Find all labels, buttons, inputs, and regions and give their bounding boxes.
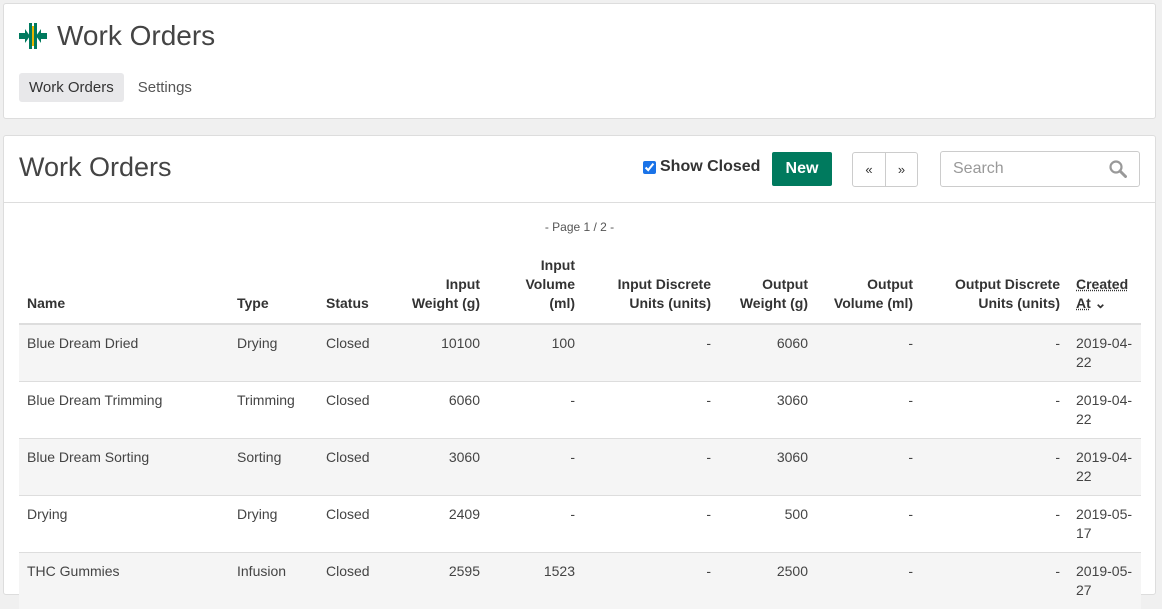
table-cell: Sorting [229, 439, 318, 496]
column-header-label: Input Discrete Units (units) [618, 276, 711, 311]
table-cell: - [488, 496, 583, 553]
table-cell: 6060 [719, 324, 816, 382]
table-cell: - [921, 496, 1068, 553]
column-header[interactable]: Created At ⌄ [1068, 250, 1141, 324]
table-cell: - [583, 553, 719, 609]
table-cell: 2500 [719, 553, 816, 609]
logo-icon [19, 22, 47, 50]
work-orders-panel: Work Orders Show Closed New « » Search -… [3, 135, 1156, 595]
table-cell: - [816, 439, 921, 496]
column-header-label: Input Volume (ml) [525, 257, 575, 311]
show-closed-toggle[interactable]: Show Closed [643, 158, 760, 176]
column-header-label: Name [27, 295, 65, 311]
table-cell: - [583, 324, 719, 382]
column-header-label: Output Weight (g) [740, 276, 808, 311]
table-cell: 100 [488, 324, 583, 382]
table-cell: Drying [229, 324, 318, 382]
table-cell: Blue Dream Trimming [19, 382, 229, 439]
column-header: Status [318, 250, 388, 324]
app-title-text: Work Orders [57, 20, 215, 52]
table-cell: 1523 [488, 553, 583, 609]
table-row[interactable]: DryingDryingClosed2409--500--2019-05-17 [19, 496, 1141, 553]
table-cell: Infusion [229, 553, 318, 609]
table-cell: 2019-04-22 [1068, 382, 1141, 439]
table-cell: 6060 [388, 382, 488, 439]
column-header-label: Output Discrete Units (units) [955, 276, 1060, 311]
page-info: - Page 1 / 2 - [4, 220, 1155, 234]
table-cell: Closed [318, 496, 388, 553]
search-placeholder: Search [953, 160, 1004, 178]
table-cell: 2019-04-22 [1068, 439, 1141, 496]
table-cell: 500 [719, 496, 816, 553]
nav-settings[interactable]: Settings [128, 73, 202, 102]
table-cell: 2019-05-17 [1068, 496, 1141, 553]
column-header-label: Status [326, 295, 369, 311]
column-header: Input Discrete Units (units) [583, 250, 719, 324]
table-row[interactable]: Blue Dream SortingSortingClosed3060--306… [19, 439, 1141, 496]
table-cell: 2595 [388, 553, 488, 609]
table-row[interactable]: Blue Dream DriedDryingClosed10100100-606… [19, 324, 1141, 382]
search-icon[interactable] [1109, 160, 1127, 178]
table-cell: 3060 [388, 439, 488, 496]
table-cell: Blue Dream Sorting [19, 439, 229, 496]
nav-work-orders[interactable]: Work Orders [19, 73, 124, 102]
table-cell: 3060 [719, 382, 816, 439]
table-cell: - [921, 439, 1068, 496]
show-closed-checkbox[interactable] [643, 161, 656, 174]
column-header-label: Output Volume (ml) [834, 276, 913, 311]
table-cell: Trimming [229, 382, 318, 439]
table-cell: - [816, 496, 921, 553]
column-header-label: Input Weight (g) [412, 276, 480, 311]
app-title: Work Orders [19, 20, 215, 52]
table-row[interactable]: Blue Dream TrimmingTrimmingClosed6060--3… [19, 382, 1141, 439]
column-header: Input Weight (g) [388, 250, 488, 324]
column-header: Type [229, 250, 318, 324]
table-cell: - [583, 496, 719, 553]
table-cell: Blue Dream Dried [19, 324, 229, 382]
search-input[interactable]: Search [940, 151, 1140, 187]
table-cell: Drying [19, 496, 229, 553]
column-header-label: Type [237, 295, 269, 311]
column-header: Input Volume (ml) [488, 250, 583, 324]
page-title: Work Orders [19, 152, 172, 183]
app-header: Work Orders Work Orders Settings [3, 3, 1156, 119]
table-cell: 2019-05-27 [1068, 553, 1141, 609]
table-cell: - [583, 382, 719, 439]
table-cell: Closed [318, 553, 388, 609]
table-cell: Closed [318, 382, 388, 439]
pagination: « » [852, 152, 918, 187]
table-cell: - [583, 439, 719, 496]
table-cell: - [921, 553, 1068, 609]
table-cell: THC Gummies [19, 553, 229, 609]
table-cell: - [816, 324, 921, 382]
table-cell: - [921, 324, 1068, 382]
new-button[interactable]: New [772, 152, 832, 186]
table-cell: Closed [318, 324, 388, 382]
column-header: Name [19, 250, 229, 324]
table-cell: 2409 [388, 496, 488, 553]
table-row[interactable]: THC GummiesInfusionClosed25951523-2500--… [19, 553, 1141, 609]
table-cell: 10100 [388, 324, 488, 382]
table-cell: - [816, 553, 921, 609]
table-cell: - [921, 382, 1068, 439]
table-cell: - [488, 439, 583, 496]
column-header: Output Volume (ml) [816, 250, 921, 324]
work-orders-table: Name Type Status Input Weight (g) Input Volu… [19, 250, 1141, 609]
table-cell: - [488, 382, 583, 439]
table-cell: 2019-04-22 [1068, 324, 1141, 382]
table-cell: - [816, 382, 921, 439]
next-page-button[interactable]: » [885, 153, 917, 186]
table-cell: Drying [229, 496, 318, 553]
column-header: Output Weight (g) [719, 250, 816, 324]
table-cell: Closed [318, 439, 388, 496]
sort-chevron-down-icon[interactable]: ⌄ [1091, 295, 1107, 311]
prev-page-button[interactable]: « [853, 153, 885, 186]
column-header: Output Discrete Units (units) [921, 250, 1068, 324]
show-closed-label: Show Closed [660, 158, 760, 176]
table-cell: 3060 [719, 439, 816, 496]
